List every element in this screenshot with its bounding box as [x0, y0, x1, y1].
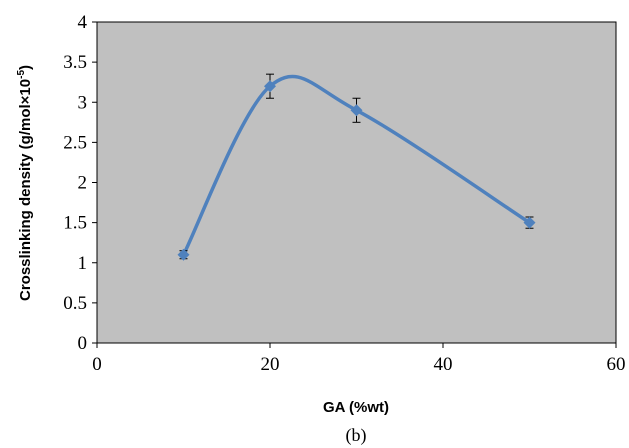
x-tick-label: 20 [261, 354, 280, 375]
x-tick-label: 60 [607, 354, 626, 375]
y-axis-title: Crosslinking density (g/mol×10-5) [16, 65, 34, 301]
y-axis-ticks: 0 0.5 1 1.5 2 2.5 3 3.5 4 [63, 12, 97, 354]
y-tick-label: 0 [78, 333, 88, 354]
y-axis-title-main: Crosslinking density (g/mol×10 [17, 79, 34, 301]
data-point-marker [350, 104, 363, 117]
x-tick-label: 40 [434, 354, 453, 375]
y-tick-label: 2.5 [63, 132, 87, 153]
data-point-marker [523, 216, 536, 229]
plot-area [96, 21, 617, 344]
y-tick-label: 3 [78, 92, 88, 113]
y-tick-label: 3.5 [63, 52, 87, 73]
figure-caption: (b) [346, 425, 367, 446]
y-tick-label: 1.5 [63, 213, 87, 234]
y-tick-label: 1 [78, 253, 88, 274]
y-axis-title-close: ) [17, 65, 34, 70]
data-point-marker [177, 248, 190, 261]
y-tick-label: 0.5 [63, 293, 87, 314]
data-markers [177, 80, 536, 261]
data-point-marker [264, 80, 276, 93]
x-axis-ticks: 0 20 40 60 [92, 343, 626, 375]
y-tick-label: 4 [78, 12, 88, 33]
y-tick-label: 2 [78, 173, 88, 194]
y-axis-title-exponent: -5 [16, 70, 27, 79]
series-line [181, 74, 532, 257]
x-tick-label: 0 [92, 354, 102, 375]
x-axis-title: GA (%wt) [323, 399, 389, 416]
